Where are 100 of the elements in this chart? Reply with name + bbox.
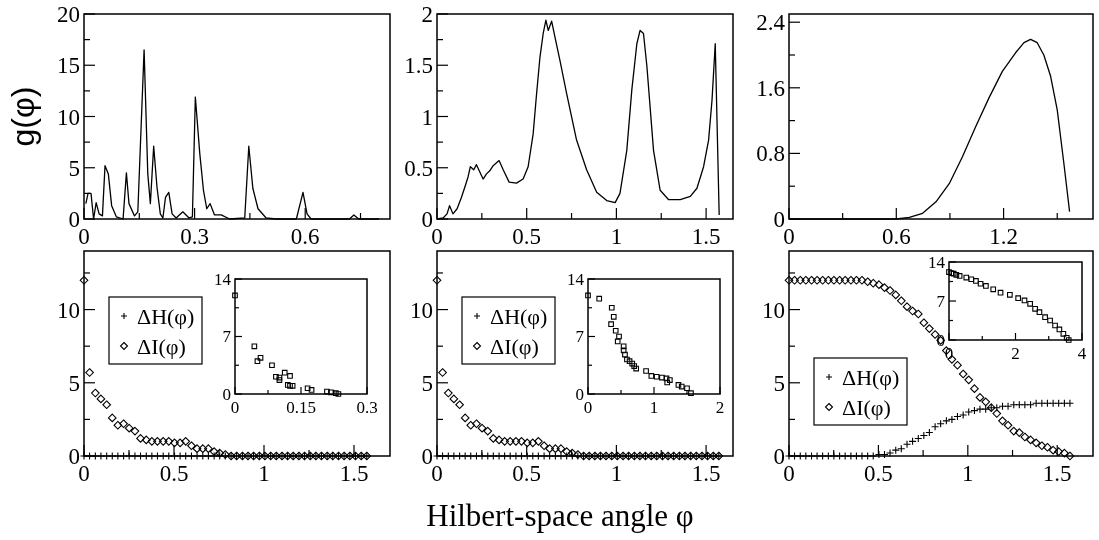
point — [1032, 305, 1038, 312]
point — [1015, 295, 1022, 302]
point — [942, 416, 951, 425]
point — [147, 437, 157, 446]
point — [136, 451, 145, 461]
point — [1060, 448, 1069, 458]
point — [608, 321, 614, 328]
y-tick-label: 5 — [68, 155, 80, 181]
legend-label: ΔH(φ) — [137, 303, 195, 329]
x-tick-label: 0.15 — [286, 398, 316, 417]
point — [153, 437, 162, 446]
point — [975, 393, 985, 402]
y-axis-title: g(φ) — [5, 86, 41, 147]
point — [664, 379, 671, 386]
point — [511, 451, 520, 461]
y-tick-label: 0 — [421, 444, 433, 470]
point — [1043, 442, 1052, 452]
y-tick-label: 5 — [421, 370, 433, 396]
point — [981, 397, 991, 407]
point — [896, 296, 906, 306]
point — [585, 292, 591, 299]
point — [610, 313, 617, 320]
point — [506, 451, 515, 461]
point — [596, 295, 603, 302]
point — [880, 283, 889, 292]
y-tick-label: 1 — [421, 104, 433, 130]
x-tick-label: 0.3 — [356, 398, 378, 417]
point — [495, 451, 504, 461]
point — [545, 451, 554, 461]
x-tick-label: 0.6 — [881, 224, 911, 249]
point — [181, 451, 190, 461]
point — [835, 451, 844, 461]
point — [187, 451, 196, 461]
point — [663, 375, 670, 382]
point — [444, 451, 453, 461]
point — [835, 275, 844, 285]
point — [304, 385, 311, 392]
point — [251, 343, 258, 350]
point — [829, 275, 839, 285]
y-tick-label: 0.8 — [756, 141, 785, 167]
x-tick-label: 0.3 — [180, 224, 209, 249]
point — [1065, 399, 1074, 408]
point — [545, 444, 555, 454]
point — [517, 437, 526, 446]
point — [863, 451, 872, 461]
y-tick-label: 0 — [222, 384, 231, 404]
point — [614, 338, 621, 345]
point — [204, 451, 213, 461]
point — [868, 278, 878, 288]
y-tick-label: 10 — [57, 104, 80, 130]
point — [556, 451, 566, 461]
point — [147, 451, 156, 461]
point — [90, 388, 100, 398]
point — [1042, 314, 1048, 321]
point — [287, 382, 293, 389]
point — [608, 304, 615, 311]
point — [551, 444, 560, 454]
point — [975, 405, 985, 414]
point — [1036, 309, 1043, 315]
point — [1021, 297, 1028, 304]
point — [812, 275, 822, 285]
point — [1007, 292, 1013, 298]
point — [85, 368, 94, 377]
point — [522, 438, 532, 448]
point — [539, 441, 549, 451]
point — [466, 451, 475, 461]
point — [688, 390, 694, 397]
point — [1048, 445, 1058, 455]
point — [925, 324, 934, 333]
point — [488, 434, 498, 443]
point — [807, 451, 816, 461]
point — [91, 451, 100, 461]
point — [891, 446, 900, 455]
point — [620, 343, 627, 350]
point — [119, 419, 128, 429]
point — [1020, 400, 1029, 409]
point — [863, 277, 873, 287]
x-tick-label: 0.6 — [290, 224, 320, 249]
point — [946, 269, 952, 275]
point — [130, 426, 140, 436]
y-tick-label: 5 — [773, 370, 785, 396]
y-tick-label: 0 — [421, 207, 433, 233]
point — [997, 289, 1004, 296]
point — [891, 290, 901, 300]
point — [1020, 432, 1030, 442]
y-tick-label: 1.5 — [404, 53, 433, 79]
point — [1065, 337, 1072, 343]
point — [455, 451, 464, 461]
point — [992, 409, 1002, 418]
point — [1054, 447, 1064, 456]
point — [973, 278, 979, 284]
point — [956, 273, 963, 279]
point — [902, 440, 912, 449]
point — [192, 444, 202, 454]
point — [483, 426, 493, 436]
point — [653, 373, 660, 380]
point — [990, 286, 997, 293]
point — [276, 377, 283, 383]
point — [981, 405, 990, 414]
point — [1060, 331, 1067, 337]
